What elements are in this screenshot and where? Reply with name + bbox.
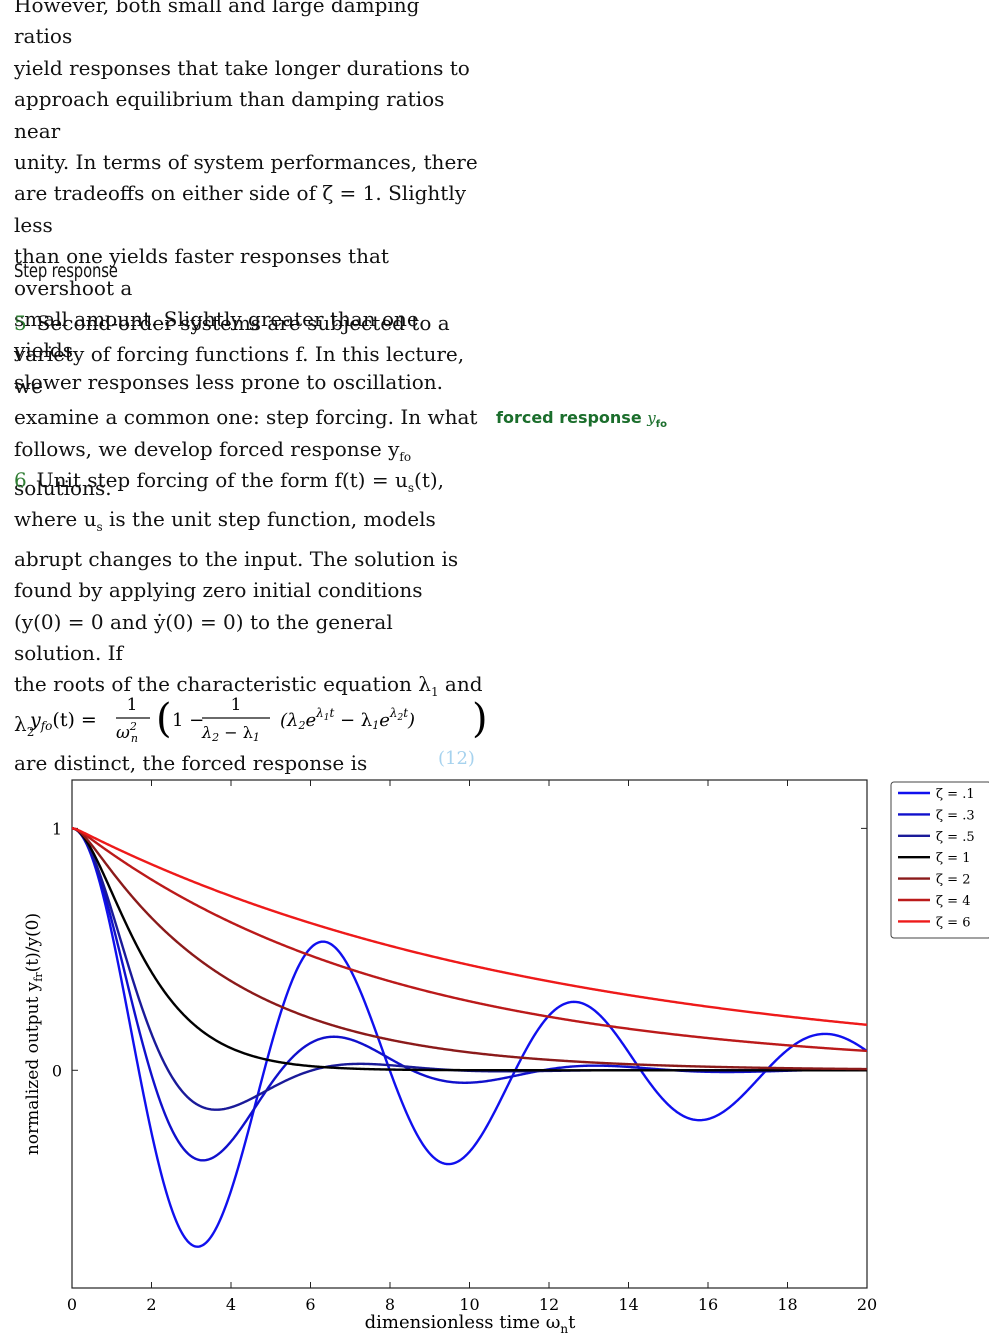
curves (72, 828, 867, 1246)
x-tick-label: 2 (146, 1295, 156, 1314)
series-line-4 (72, 828, 867, 1069)
legend-label: ζ = .5 (936, 830, 975, 845)
p5-line-1: Second-order systems are subjected to a (37, 311, 450, 335)
legend-label: ζ = .3 (936, 808, 975, 823)
legend-label: ζ = 1 (936, 851, 970, 866)
p5-line-2: variety of forcing functions f. In this … (14, 339, 484, 402)
series-line-0 (72, 828, 867, 1246)
series-line-5 (72, 828, 867, 1051)
p5-line-4: follows, we develop forced response y (14, 437, 399, 461)
p5-sub: fo (399, 450, 411, 464)
equation-number: (12) (438, 748, 475, 769)
intro-line-1: yield responses that take longer duratio… (14, 53, 484, 84)
p5-line-3: examine a common one: step forcing. In w… (14, 402, 484, 433)
legend-label: ζ = 4 (936, 894, 970, 909)
legend-label: ζ = 2 (936, 873, 970, 888)
margin-note-label: forced response (496, 408, 642, 427)
plot-frame (72, 780, 867, 1288)
margin-note-symbol: y (647, 409, 655, 427)
svg-text:1 −: 1 − (172, 710, 204, 731)
x-tick-label: 0 (67, 1295, 77, 1314)
legend-label: ζ = 6 (936, 915, 970, 930)
legend-label: ζ = .1 (936, 787, 975, 802)
series-line-3 (72, 828, 867, 1070)
paragraph-number: 5 (14, 311, 27, 335)
series-line-6 (72, 828, 867, 1024)
margin-note-sub: fo (656, 419, 667, 430)
x-tick-label: 6 (305, 1295, 315, 1314)
svg-text:1: 1 (231, 695, 242, 715)
intro-line-3: unity. In terms of system performances, … (14, 147, 484, 178)
section-heading: Step response (14, 260, 118, 282)
x-tick-label: 16 (698, 1295, 718, 1314)
x-axis-label: dimensionless time ωnt (365, 1312, 576, 1336)
svg-text:λ2 − λ1: λ2 − λ1 (201, 723, 260, 744)
x-tick-label: 4 (226, 1295, 236, 1314)
y-axis-label: normalized output yfr(t)/y(0) (23, 913, 45, 1155)
paragraph-number: 6 (14, 468, 27, 492)
svg-text:(: ( (156, 696, 172, 742)
equation: yfo(t) = 1 ω2 n ( 1 − 1 λ2 − λ1 (λ2eλ1t −… (30, 688, 490, 748)
svg-text:yfo(t) =: yfo(t) = (30, 709, 97, 733)
y-tick-label: 0 (52, 1061, 62, 1080)
p6-line-3: abrupt changes to the input. The solutio… (14, 544, 484, 575)
y-tick-label: 1 (52, 819, 62, 838)
svg-text:ω2n: ω2 n (116, 720, 138, 745)
p6-line-1: Unit step forcing of the form f(t) = u (37, 468, 408, 492)
legend: ζ = .1 ζ = .3 ζ = .5 ζ = 1 ζ = 2 ζ = 4 ζ = 6 (891, 782, 989, 938)
p6-line-4: found by applying zero initial condition… (14, 575, 484, 606)
p6-line-2: where u (14, 507, 96, 531)
svg-text:1: 1 (127, 695, 138, 715)
cut-line: However, both small and large damping ra… (14, 0, 484, 53)
margin-note: forced response yfo (496, 408, 667, 430)
x-tick-label: 18 (777, 1295, 797, 1314)
x-tick-label: 20 (857, 1295, 877, 1314)
svg-text:): ) (472, 696, 488, 742)
p6-line-5: (y(0) = 0 and ẏ(0) = 0) to the general s… (14, 607, 484, 670)
intro-line-4: are tradeoffs on either side of ζ = 1. S… (14, 178, 484, 241)
svg-text:(λ2eλ1t − λ1eλ2t): (λ2eλ1t − λ1eλ2t) (280, 706, 415, 732)
series-line-1 (72, 828, 867, 1160)
x-tick-label: 14 (618, 1295, 638, 1314)
step-response-chart: 0 2 4 6 8 10 12 14 16 18 20 0 1 dimensionless time ω… (0, 770, 989, 1339)
intro-line-2: approach equilibrium than damping ratios… (14, 84, 484, 147)
